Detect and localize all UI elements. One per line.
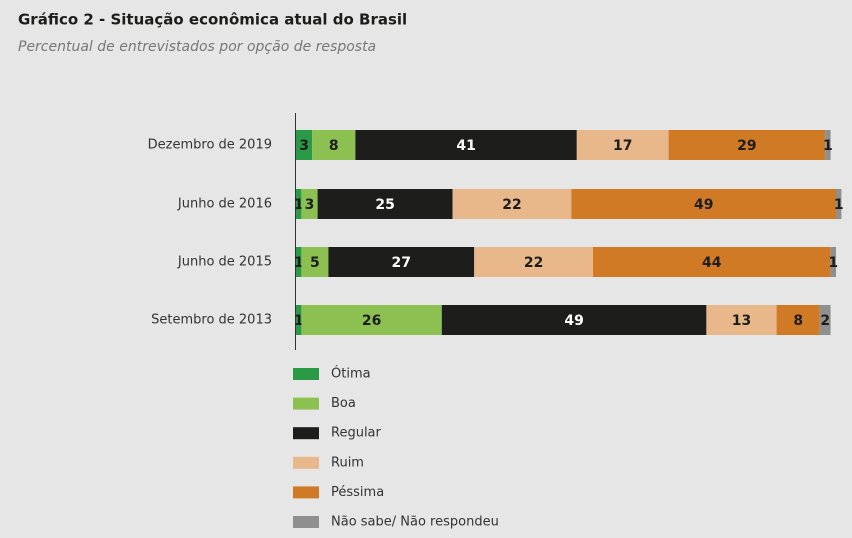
bar-segment [830,247,836,277]
data-label: 41 [456,138,475,154]
bar-segment [571,189,836,219]
data-label: 13 [732,313,751,329]
bar-segment [441,305,707,335]
category-label: Setembro de 2013 [151,313,272,328]
legend-swatch [293,486,319,499]
chart-subtitle: Percentual de entrevistados por opção de… [18,39,376,55]
data-label: 49 [694,197,713,213]
bar-segment [825,130,831,160]
data-label: 2 [820,313,830,329]
data-label: 26 [362,313,381,329]
legend-label: Ótima [331,366,371,382]
data-label: 25 [375,197,394,213]
legend-label: Ruim [331,455,364,470]
legend-swatch [293,427,319,440]
data-label: 17 [613,138,632,154]
data-label: 29 [737,138,756,154]
data-label: 1 [828,255,838,271]
legend-swatch [293,397,319,410]
bar-segment [301,189,318,219]
data-label: 22 [524,255,543,271]
bar-segment [328,247,475,277]
data-label: 22 [502,197,521,213]
data-label: 1 [294,255,304,271]
data-label: 3 [299,138,309,154]
data-label: 1 [294,313,304,329]
category-label: Junho de 2015 [177,255,272,270]
data-label: 27 [392,255,411,271]
data-label: 3 [305,197,315,213]
bar-segment [819,305,831,335]
data-label: 8 [329,138,339,154]
bar-segment [668,130,826,160]
legend-swatch [293,456,319,469]
data-label: 5 [310,255,320,271]
data-label: 1 [834,197,844,213]
bar-segment [355,130,577,160]
bar-segment [706,305,777,335]
bar-segment [301,305,442,335]
bar-segment [474,247,593,277]
bar-segment [452,189,572,219]
bar-segment [296,247,302,277]
category-label: Dezembro de 2019 [148,138,272,153]
legend-label: Boa [331,396,356,411]
bar-segment [593,247,831,277]
data-label: 49 [564,313,583,329]
bar-segment [317,189,453,219]
bar-segment [576,130,669,160]
data-label: 1 [294,197,304,213]
bar-segment [296,130,313,160]
bar-segment [296,305,302,335]
bar-segment [296,189,302,219]
category-label: Junho de 2016 [177,197,272,212]
data-label: 8 [793,313,803,329]
legend-label: Péssima [331,485,384,500]
bar-segment [312,130,356,160]
chart-title: Gráfico 2 - Situação econômica atual do … [18,11,407,29]
legend-label: Regular [331,426,382,441]
bar-segment [301,247,329,277]
legend-label: Não sabe/ Não respondeu [331,515,499,530]
legend-swatch [293,516,319,528]
data-label: 1 [823,138,833,154]
data-label: 44 [702,255,722,271]
bar-segment [836,189,842,219]
bar-segment [776,305,820,335]
legend-swatch [293,368,319,380]
